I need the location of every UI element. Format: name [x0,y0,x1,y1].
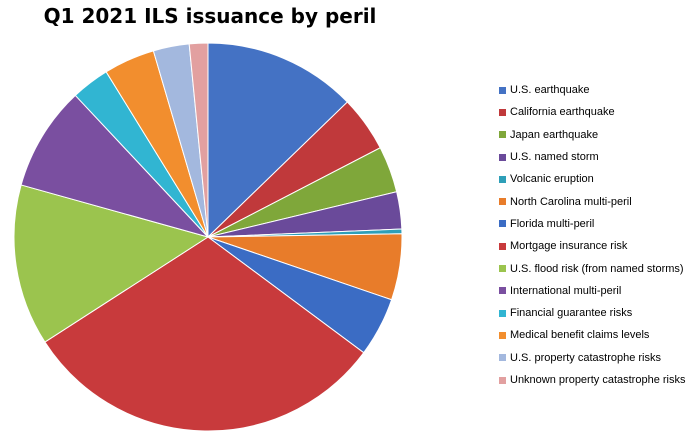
pie-slices [13,42,403,432]
legend-swatch [499,175,506,183]
legend-swatch [499,153,506,161]
pie-slice-13 [188,42,209,238]
legend-label: North Carolina multi-peril [510,195,632,208]
legend-item: U.S. named storm [499,146,699,168]
legend-swatch [499,376,506,384]
legend-item: U.S. earthquake [499,79,699,101]
legend-label: Japan earthquake [510,128,599,141]
pie-slice-0 [207,42,349,239]
legend-swatch [499,131,506,139]
legend-label: Financial guarantee risks [510,307,633,320]
legend: U.S. earthquake California earthquake Japa… [499,79,699,391]
legend-item: International multi-peril [499,280,699,302]
legend-item: Mortgage insurance risk [499,235,699,257]
legend-label: International multi-peril [510,284,622,297]
legend-swatch [499,242,506,250]
legend-swatch [499,265,506,273]
legend-swatch [499,198,506,206]
legend-label: U.S. earthquake [510,84,590,97]
legend-label: Unknown property catastrophe risks [510,374,686,386]
legend-item: Unknown property catastrophe risks [499,369,699,391]
legend-swatch [499,220,506,228]
legend-item: Volcanic eruption [499,168,699,190]
legend-swatch [499,108,506,116]
legend-label: U.S. property catastrophe risks [510,351,662,364]
pie-slice-7 [44,236,365,432]
legend-swatch [499,287,506,295]
chart-title: Q1 2021 ILS issuance by peril [43,4,377,28]
legend-swatch [499,354,506,362]
legend-item: Medical benefit claims levels [499,324,699,346]
legend-swatch [499,331,506,339]
legend-item: California earthquake [499,101,699,123]
legend-swatch [499,86,506,94]
legend-item: Florida multi-peril [499,213,699,235]
legend-label: California earthquake [510,106,615,119]
legend-item: U.S. property catastrophe risks [499,347,699,369]
legend-label: Mortgage insurance risk [510,240,628,253]
legend-label: Volcanic eruption [510,173,594,186]
pie-slice-9 [20,94,210,238]
legend-item: Financial guarantee risks [499,302,699,324]
legend-label: U.S. named storm [510,151,599,164]
pie-slice-8 [13,184,210,343]
legend-label: Medical benefit claims levels [510,329,650,342]
legend-item: U.S. flood risk (from named storms) [499,257,699,279]
legend-label: U.S. flood risk (from named storms) [510,262,684,275]
legend-swatch [499,309,506,317]
legend-item: Japan earthquake [499,124,699,146]
legend-item: North Carolina multi-peril [499,190,699,212]
legend-label: Florida multi-peril [510,217,595,230]
